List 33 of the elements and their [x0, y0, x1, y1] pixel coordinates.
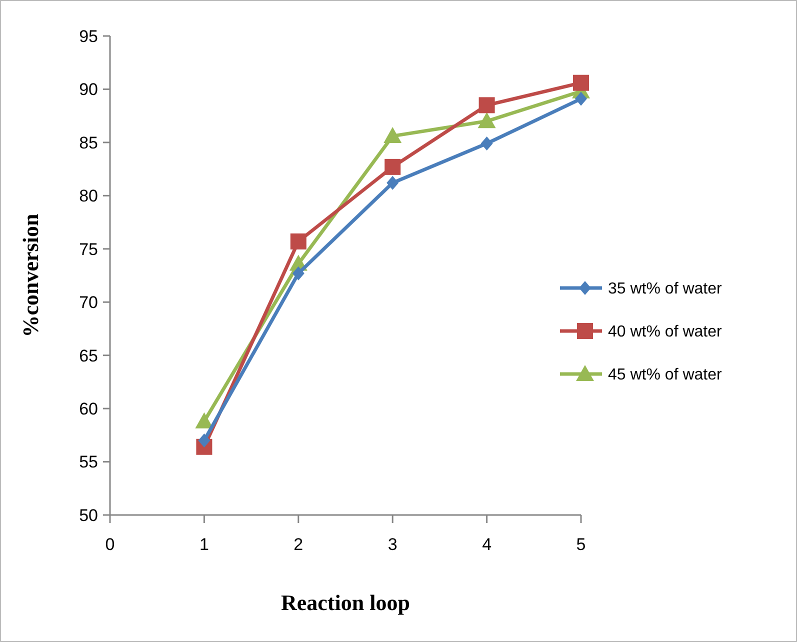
x-tick-label: 2	[294, 535, 304, 554]
y-tick-label: 50	[79, 506, 98, 525]
y-tick-label: 85	[79, 133, 98, 152]
point	[384, 127, 402, 144]
point	[478, 97, 495, 114]
point	[386, 176, 399, 190]
x-tick-label: 3	[388, 535, 398, 554]
y-tick-label: 95	[79, 26, 98, 46]
y-tick-label: 55	[79, 452, 98, 472]
y-tick-label: 70	[79, 293, 98, 312]
y-tick-label: 75	[79, 240, 98, 259]
point	[384, 158, 401, 175]
y-tick-label: 90	[79, 80, 98, 100]
point	[478, 112, 496, 128]
x-tick-label: 0	[105, 535, 115, 554]
x-tick-label: 4	[482, 535, 492, 554]
legend-label: 40 wt% of water	[608, 324, 722, 341]
x-axis-title: Reaction loop	[281, 590, 410, 615]
x-tick-label: 5	[576, 535, 586, 554]
y-tick-label: 65	[79, 346, 98, 366]
y-tick-label: 60	[79, 400, 98, 419]
legend-label: 45 wt% of water	[608, 366, 722, 384]
point	[573, 74, 589, 91]
point	[575, 92, 587, 106]
point	[198, 433, 210, 448]
x-tick-label: 1	[199, 535, 209, 554]
y-axis-title: %conversion	[18, 214, 43, 338]
point	[480, 136, 493, 151]
point	[290, 233, 306, 250]
point	[292, 266, 304, 280]
legend-label: 35 wt% of water	[608, 280, 722, 298]
y-tick-label: 80	[79, 186, 98, 206]
point	[195, 412, 214, 428]
